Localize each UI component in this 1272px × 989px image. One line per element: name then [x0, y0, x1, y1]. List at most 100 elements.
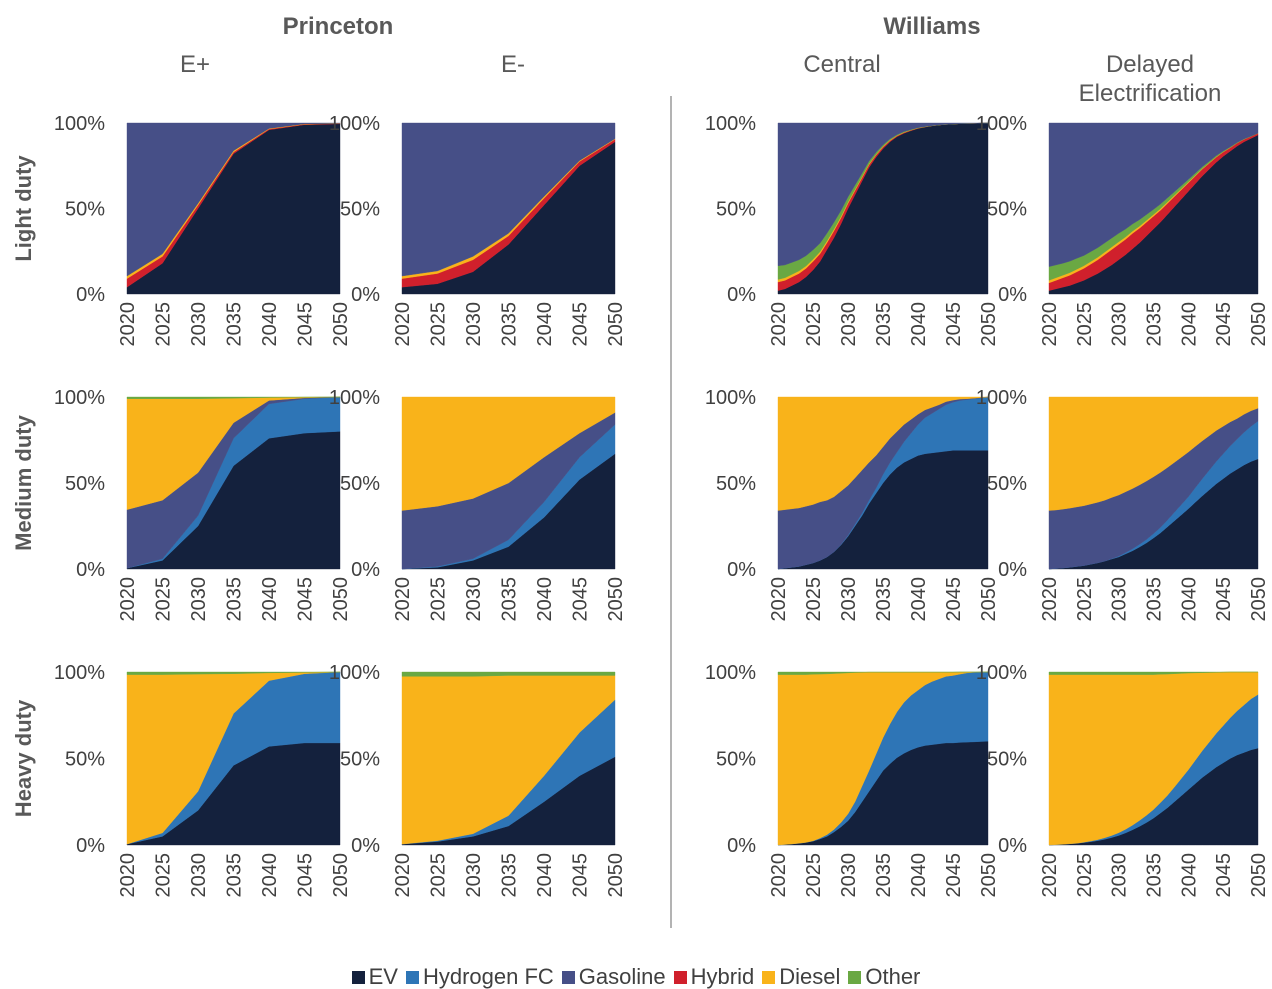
panel-heavy-duty-central: 0% 50% 100% 2020 2025 2030 2035 2040 2045 2050 [705, 662, 1000, 898]
y-tick-light-duty-e-0: 0% [76, 284, 105, 306]
panel-heavy-duty-e: 0% 50% 100% 2020 2025 2030 2035 2040 2045 2050 [54, 662, 352, 898]
y-tick-heavy-duty-delayed-electrification-0: 0% [998, 835, 1027, 857]
x-tick-medium-duty-central-2045: 2045 [943, 577, 965, 622]
legend-item-hybrid: Hybrid [673, 966, 754, 988]
panel-heavy-duty-e: 0% 50% 100% 2020 2025 2030 2035 2040 2045 2050 [329, 662, 627, 898]
legend-item-hydrogen-fc: Hydrogen FC [405, 966, 554, 988]
x-tick-medium-duty-delayed-electrification-2045: 2045 [1213, 577, 1235, 622]
x-tick-heavy-duty-delayed-electrification-2035: 2035 [1144, 853, 1166, 898]
x-tick-medium-duty-e-2020: 2020 [117, 577, 139, 622]
y-tick-medium-duty-delayed-electrification-100: 100% [976, 387, 1027, 409]
y-tick-medium-duty-central-50: 50% [716, 473, 756, 495]
y-tick-medium-duty-e-100: 100% [329, 387, 380, 409]
x-tick-light-duty-central-2030: 2030 [838, 302, 860, 347]
x-tick-light-duty-delayed-electrification-2025: 2025 [1074, 302, 1096, 347]
area-medium-duty-e-diesel [401, 396, 616, 511]
x-tick-heavy-duty-e-2040: 2040 [534, 853, 556, 898]
panel-light-duty-e: 0% 50% 100% 2020 2025 2030 2035 2040 2045 2050 [329, 113, 627, 347]
x-tick-heavy-duty-central-2035: 2035 [873, 853, 895, 898]
x-tick-heavy-duty-e-2025: 2025 [428, 853, 450, 898]
y-tick-medium-duty-e-50: 50% [65, 473, 105, 495]
legend-item-ev: EV [351, 966, 398, 988]
x-tick-medium-duty-delayed-electrification-2030: 2030 [1109, 577, 1131, 622]
y-tick-heavy-duty-e-100: 100% [54, 662, 105, 684]
x-tick-heavy-duty-e-2050: 2050 [605, 853, 627, 898]
x-tick-medium-duty-delayed-electrification-2040: 2040 [1178, 577, 1200, 622]
x-tick-medium-duty-e-2050: 2050 [605, 577, 627, 622]
x-tick-light-duty-e-2045: 2045 [295, 302, 317, 347]
x-tick-medium-duty-central-2040: 2040 [908, 577, 930, 622]
x-tick-heavy-duty-delayed-electrification-2040: 2040 [1178, 853, 1200, 898]
legend-label-diesel: Diesel [779, 964, 841, 989]
legend-swatch-other [848, 971, 862, 984]
x-tick-light-duty-central-2040: 2040 [908, 302, 930, 347]
y-tick-light-duty-delayed-electrification-0: 0% [998, 284, 1027, 306]
x-tick-light-duty-central-2025: 2025 [803, 302, 825, 347]
area-light-duty-e-gasoline [401, 122, 616, 277]
x-tick-heavy-duty-delayed-electrification-2030: 2030 [1109, 853, 1131, 898]
panel-medium-duty-delayed-electrification: 0% 50% 100% 2020 2025 2030 2035 2040 2045 2050 [976, 387, 1270, 622]
x-tick-heavy-duty-e-2020: 2020 [117, 853, 139, 898]
y-tick-light-duty-central-0: 0% [727, 284, 756, 306]
x-tick-medium-duty-delayed-electrification-2035: 2035 [1144, 577, 1166, 622]
x-tick-heavy-duty-central-2020: 2020 [768, 853, 790, 898]
x-tick-light-duty-central-2035: 2035 [873, 302, 895, 347]
y-tick-light-duty-delayed-electrification-50: 50% [987, 199, 1027, 221]
y-tick-medium-duty-central-100: 100% [705, 387, 756, 409]
x-tick-light-duty-delayed-electrification-2020: 2020 [1039, 302, 1061, 347]
x-tick-light-duty-e-2020: 2020 [117, 302, 139, 347]
area-light-duty-central-gasoline [777, 122, 989, 267]
panel-light-duty-e: 0% 50% 100% 2020 2025 2030 2035 2040 2045 2050 [54, 113, 352, 347]
y-tick-light-duty-central-50: 50% [716, 199, 756, 221]
legend-item-other: Other [848, 966, 920, 988]
x-tick-medium-duty-central-2050: 2050 [978, 577, 1000, 622]
panel-medium-duty-e: 0% 50% 100% 2020 2025 2030 2035 2040 2045 2050 [329, 387, 627, 622]
x-tick-heavy-duty-e-2030: 2030 [188, 853, 210, 898]
legend-item-gasoline: Gasoline [561, 966, 666, 988]
x-tick-light-duty-e-2025: 2025 [428, 302, 450, 347]
legend-swatch-hydrogen-fc [405, 971, 419, 984]
area-medium-duty-delayed-electrification-diesel [1048, 396, 1259, 511]
y-tick-light-duty-e-50: 50% [65, 199, 105, 221]
x-tick-medium-duty-e-2050: 2050 [330, 577, 352, 622]
x-tick-light-duty-e-2030: 2030 [188, 302, 210, 347]
x-tick-medium-duty-central-2030: 2030 [838, 577, 860, 622]
area-light-duty-e-gasoline [126, 122, 341, 277]
x-tick-heavy-duty-central-2030: 2030 [838, 853, 860, 898]
group-title-williams: Williams [883, 13, 980, 40]
y-tick-medium-duty-delayed-electrification-0: 0% [998, 559, 1027, 581]
legend-item-diesel: Diesel [762, 966, 840, 988]
x-tick-medium-duty-central-2025: 2025 [803, 577, 825, 622]
x-tick-heavy-duty-e-2030: 2030 [463, 853, 485, 898]
panel-light-duty-central: 0% 50% 100% 2020 2025 2030 2035 2040 2045 2050 [705, 113, 1000, 347]
y-tick-heavy-duty-e-0: 0% [76, 835, 105, 857]
x-tick-medium-duty-e-2045: 2045 [295, 577, 317, 622]
x-tick-light-duty-e-2035: 2035 [499, 302, 521, 347]
area-heavy-duty-delayed-electrification-other [1048, 671, 1258, 675]
legend-swatch-hybrid [673, 971, 687, 984]
legend-label-other: Other [865, 964, 921, 989]
x-tick-heavy-duty-delayed-electrification-2020: 2020 [1039, 853, 1061, 898]
scenario-title-e: E+ [180, 51, 210, 78]
y-tick-heavy-duty-central-50: 50% [716, 749, 756, 771]
x-tick-light-duty-delayed-electrification-2040: 2040 [1178, 302, 1200, 347]
x-tick-heavy-duty-e-2025: 2025 [153, 853, 175, 898]
area-heavy-duty-e-other [126, 671, 341, 675]
y-tick-medium-duty-e-0: 0% [351, 559, 380, 581]
scenario-title-delayed-electrification: Delayed Electrification [1079, 51, 1222, 107]
y-tick-medium-duty-e-0: 0% [76, 559, 105, 581]
y-tick-heavy-duty-e-50: 50% [65, 749, 105, 771]
x-tick-light-duty-e-2030: 2030 [463, 302, 485, 347]
panel-light-duty-delayed-electrification: 0% 50% 100% 2020 2025 2030 2035 2040 2045 2050 [976, 113, 1270, 347]
x-tick-medium-duty-delayed-electrification-2020: 2020 [1039, 577, 1061, 622]
y-tick-light-duty-delayed-electrification-100: 100% [976, 113, 1027, 135]
area-light-duty-delayed-electrification-gasoline [1048, 122, 1259, 267]
x-tick-light-duty-central-2045: 2045 [943, 302, 965, 347]
x-tick-light-duty-e-2050: 2050 [605, 302, 627, 347]
y-tick-heavy-duty-e-100: 100% [329, 662, 380, 684]
y-tick-light-duty-e-100: 100% [329, 113, 380, 135]
scenario-title-central: Central [803, 51, 880, 78]
x-tick-light-duty-central-2050: 2050 [978, 302, 1000, 347]
y-tick-heavy-duty-e-50: 50% [340, 749, 380, 771]
